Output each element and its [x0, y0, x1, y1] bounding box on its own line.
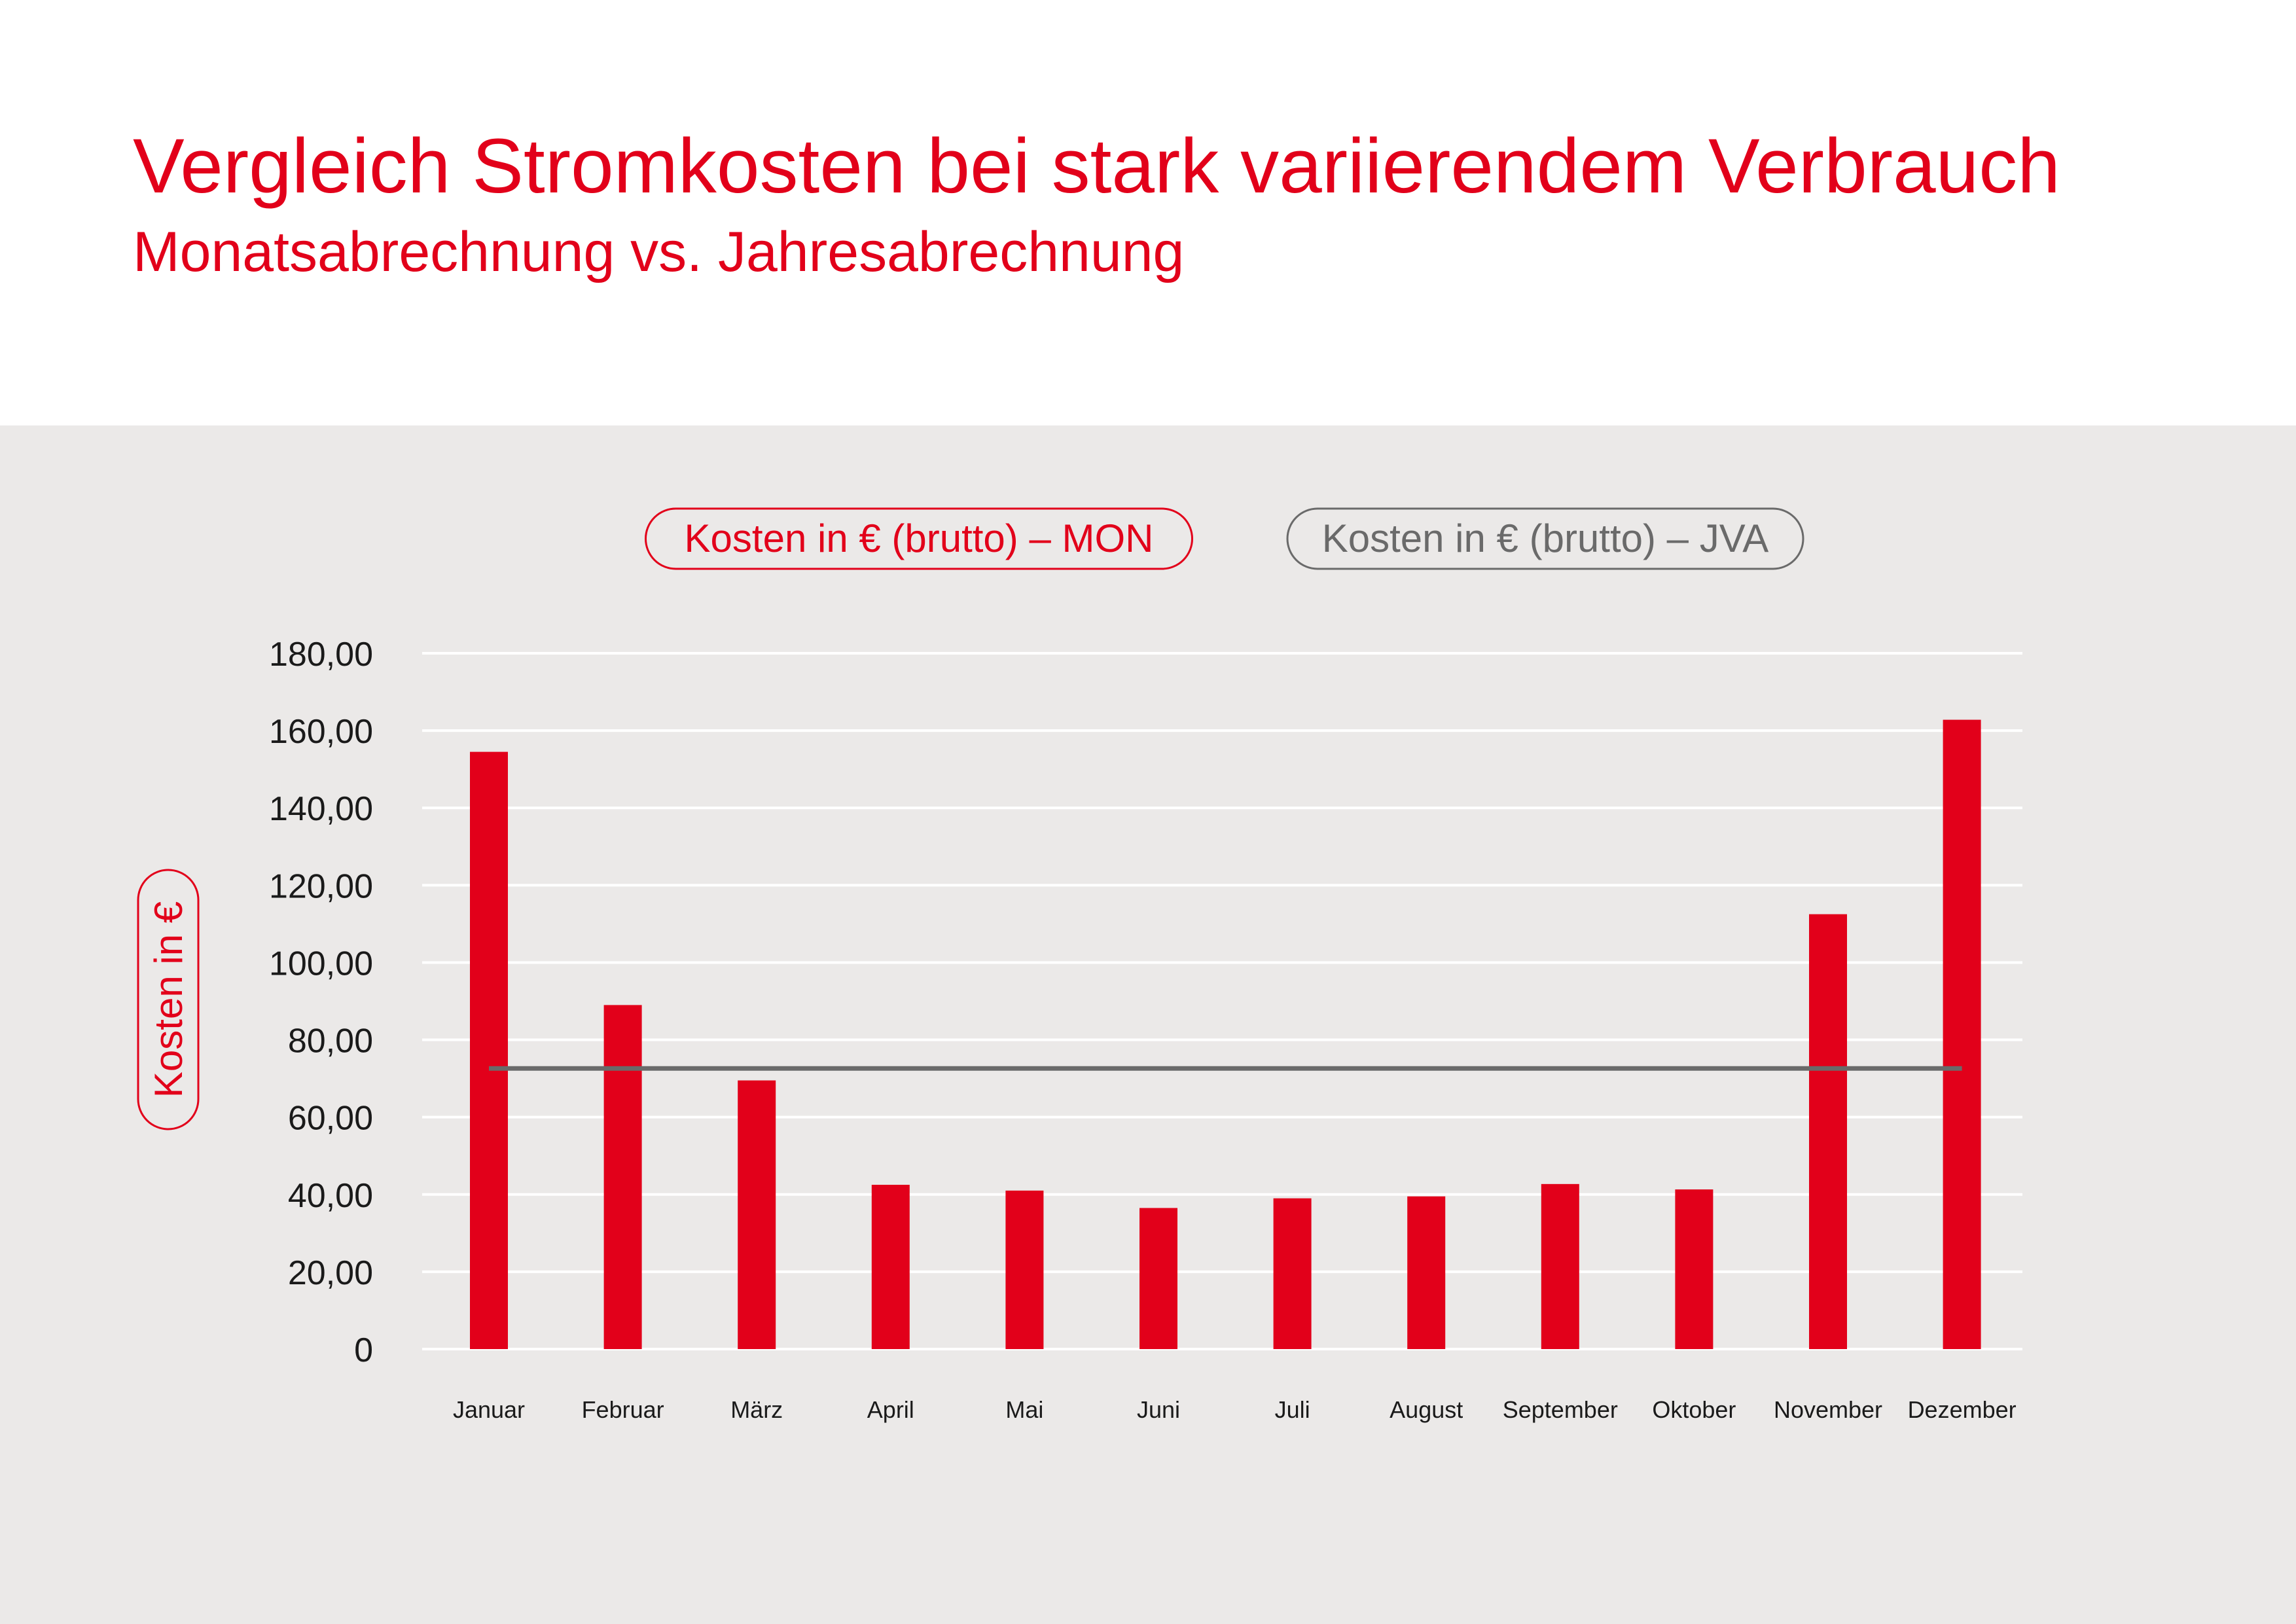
x-tick-label: Februar: [582, 1396, 664, 1423]
bar: [470, 751, 508, 1349]
bar: [738, 1080, 776, 1349]
y-tick-label: 20,00: [288, 1254, 373, 1292]
x-tick-label: September: [1503, 1396, 1618, 1423]
bar: [1005, 1190, 1044, 1349]
y-axis-label-pill: [137, 869, 200, 1130]
x-tick-label: November: [1774, 1396, 1882, 1423]
y-tick-label: 140,00: [269, 790, 373, 828]
bar: [1809, 914, 1847, 1349]
bar: [1675, 1189, 1713, 1349]
bar: [1541, 1183, 1579, 1349]
bar: [1943, 719, 1981, 1349]
x-tick-label: Juli: [1275, 1396, 1310, 1423]
y-tick-label: 100,00: [269, 945, 373, 983]
bar: [1407, 1196, 1446, 1349]
gridlines: [422, 652, 2022, 1350]
bars-mon: [470, 719, 1981, 1349]
y-axis-label-text: Kosten in €: [147, 901, 190, 1098]
y-tick-label: 180,00: [269, 636, 373, 674]
legend-label: Kosten in € (brutto) – JVA: [1322, 516, 1769, 560]
chart-title: Vergleich Stromkosten bei stark variiere…: [133, 123, 2060, 209]
chart-panel: Kosten in € (brutto) – MON Kosten in € (b…: [0, 425, 2296, 1624]
y-tick-label: 0: [354, 1331, 373, 1369]
y-tick-label: 120,00: [269, 867, 373, 905]
legend-pill: [1286, 507, 1804, 570]
header: Vergleich Stromkosten bei stark variiere…: [0, 0, 2296, 425]
x-tick-label: Januar: [453, 1396, 525, 1423]
x-tick-label: April: [867, 1396, 914, 1423]
y-tick-label: 60,00: [288, 1100, 373, 1138]
bar: [1273, 1198, 1312, 1349]
bar: [871, 1185, 910, 1349]
y-tick-label: 40,00: [288, 1177, 373, 1215]
bar-chart: Kosten in € (brutto) – MON Kosten in € (b…: [137, 507, 2022, 1423]
y-tick-label: 160,00: [269, 713, 373, 751]
x-tick-label: März: [730, 1396, 783, 1423]
legend: Kosten in € (brutto) – MON Kosten in € (b…: [645, 507, 1804, 570]
y-axis-ticks: 0 20,00 40,00 60,00 80,00 100,00 120,00 140,00 1…: [269, 636, 373, 1369]
chart-subtitle: Monatsabrechnung vs. Jahresabrechnung: [133, 221, 1185, 283]
y-axis-label-group: Kosten in €: [137, 869, 200, 1130]
y-axis-label: Kosten in €: [137, 869, 200, 1130]
legend-item: Kosten in € (brutto) – MON: [645, 507, 1193, 570]
x-tick-label: Dezember: [1908, 1396, 2017, 1423]
x-tick-label: Juni: [1137, 1396, 1180, 1423]
y-tick-label: 80,00: [288, 1022, 373, 1060]
legend-pill: [645, 507, 1193, 570]
x-tick-label: Oktober: [1652, 1396, 1736, 1423]
legend-item: Kosten in € (brutto) – JVA: [1286, 507, 1804, 570]
bar: [1139, 1208, 1177, 1349]
x-tick-label: Mai: [1005, 1396, 1043, 1423]
x-axis-ticks: Januar Februar März April Mai Juni Juli August S…: [453, 1396, 2017, 1423]
legend-label: Kosten in € (brutto) – MON: [685, 516, 1154, 560]
x-tick-label: August: [1390, 1396, 1463, 1423]
bar: [603, 1005, 642, 1349]
